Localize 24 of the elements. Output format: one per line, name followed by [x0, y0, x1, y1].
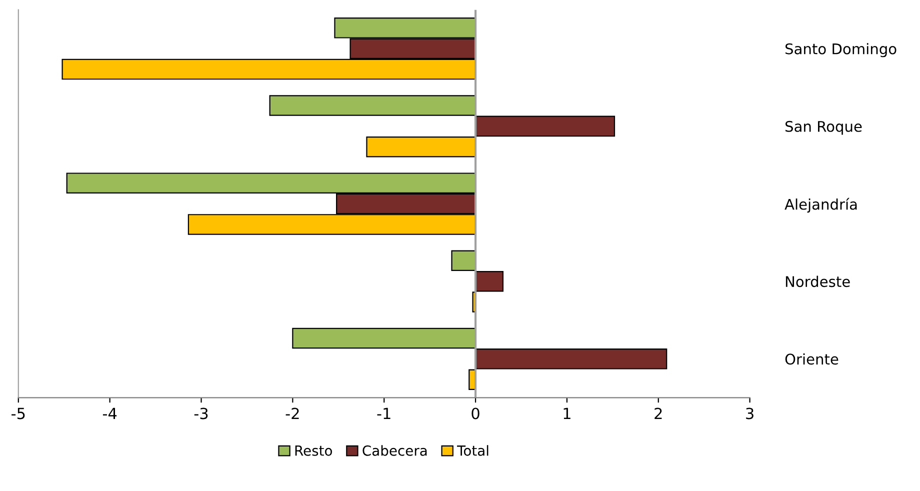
legend-label: Total	[457, 445, 488, 456]
x-tick-label: 1	[564, 408, 570, 420]
x-tick-label: 3	[746, 408, 754, 420]
x-tick-label: -1	[377, 408, 390, 420]
bar	[269, 95, 476, 116]
x-tick-label: 2	[654, 408, 662, 420]
y-tick-label: Alejandría	[784, 198, 857, 213]
legend-label: Cabecera	[362, 445, 427, 456]
bar	[474, 270, 504, 292]
y-tick-label: Santo Domingo	[785, 43, 896, 58]
bar	[474, 116, 616, 137]
bar	[366, 136, 476, 158]
legend-label: Resto	[295, 446, 332, 456]
y-tick-label: Oriente	[785, 353, 838, 365]
x-tick-label: 0	[472, 408, 480, 420]
x-tick-label: -4	[102, 408, 117, 420]
bar	[474, 348, 668, 370]
y-tick-label: Nordeste	[786, 276, 850, 288]
bar	[292, 328, 476, 349]
x-tick-label: -5	[12, 408, 25, 420]
x-tick-label: -3	[194, 408, 208, 420]
x-tick-label: -2	[286, 408, 299, 420]
bar	[451, 250, 476, 272]
y-tick-label: San Roque	[785, 120, 862, 135]
